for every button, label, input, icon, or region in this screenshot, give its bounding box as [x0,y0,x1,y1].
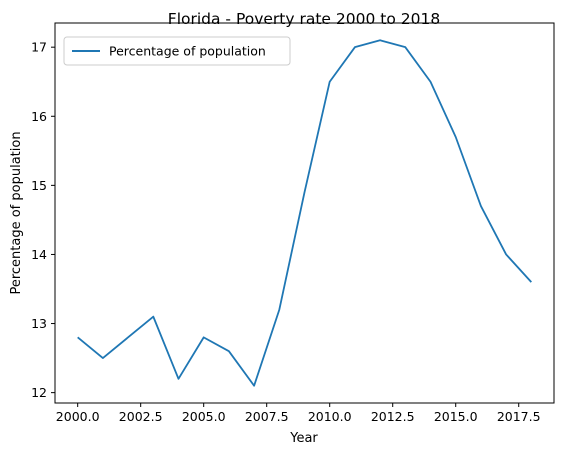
y-tick-label: 13 [31,316,47,331]
legend-label-percentage-of-population: Percentage of population [109,44,266,59]
y-tick-label: 15 [31,178,47,193]
y-axis: 12 13 14 15 16 17 [31,40,55,400]
x-tick-label: 2012.5 [371,409,415,424]
series-line-percentage-of-population [77,39,532,387]
x-tick-label: 2010.0 [308,409,352,424]
y-tick-label: 16 [31,109,47,124]
chart-title: Florida - Poverty rate 2000 to 2018 [168,10,440,28]
y-tick-label: 14 [31,247,47,262]
legend: Percentage of population [63,36,291,66]
x-tick-label: 2005.0 [182,409,226,424]
x-tick-label: 2015.0 [434,409,478,424]
y-tick-label: 17 [31,40,47,55]
x-axis: 2000.0 2002.5 2005.0 2007.5 2010.0 2012.5 2015… [56,403,541,424]
x-tick-label: 2002.5 [119,409,163,424]
series-layer [77,39,532,387]
x-tick-label: 2017.5 [497,409,541,424]
y-axis-label: Percentage of population [9,131,24,294]
plot-area-frame [54,22,555,404]
x-axis-label: Year [289,431,318,446]
legend-box [63,36,291,66]
x-tick-label: 2000.0 [56,409,100,424]
x-tick-label: 2007.5 [245,409,289,424]
y-tick-label: 12 [31,385,47,400]
